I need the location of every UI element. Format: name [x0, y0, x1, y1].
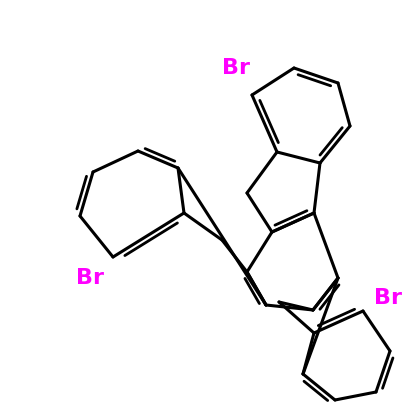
Text: Br: Br	[76, 268, 104, 288]
Text: Br: Br	[374, 288, 402, 308]
Text: Br: Br	[222, 58, 250, 78]
